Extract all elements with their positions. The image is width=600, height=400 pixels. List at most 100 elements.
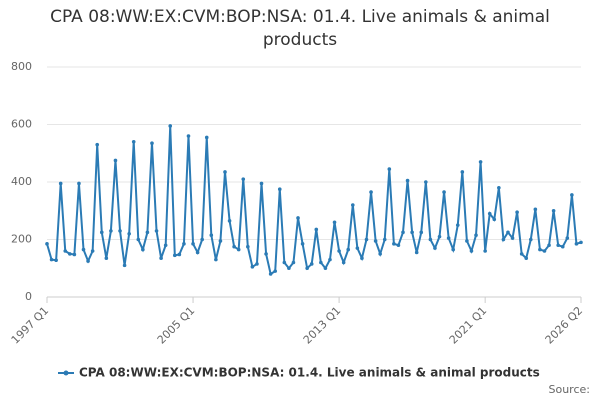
point — [373, 239, 378, 243]
point — [95, 142, 100, 147]
point — [54, 258, 58, 263]
point — [460, 170, 465, 174]
point — [405, 178, 410, 183]
point — [209, 233, 214, 237]
point — [291, 260, 296, 265]
point — [177, 252, 182, 257]
point — [419, 230, 424, 235]
point — [437, 234, 442, 239]
point — [565, 236, 570, 240]
point — [519, 252, 524, 256]
point — [282, 260, 287, 265]
point — [200, 237, 204, 242]
x-tick-label: 2026 Q2 — [543, 304, 586, 347]
y-tick-label: 800 — [11, 60, 32, 73]
point — [542, 249, 547, 253]
point — [424, 180, 428, 184]
chart-title: CPA 08:WW:EX:CVM:BOP:NSA: 01.4. Live ani… — [50, 7, 550, 50]
point — [492, 217, 497, 222]
point — [341, 260, 346, 265]
point — [483, 249, 487, 253]
point — [49, 257, 54, 262]
point — [570, 193, 574, 197]
point — [524, 256, 529, 260]
x-tick-label: 2005 Q1 — [155, 304, 198, 347]
point — [159, 256, 163, 260]
point — [560, 244, 565, 249]
point — [332, 220, 337, 225]
point — [232, 244, 236, 249]
point — [455, 223, 460, 227]
point — [273, 269, 278, 273]
point — [163, 243, 168, 248]
point — [191, 242, 195, 246]
point — [300, 242, 305, 246]
point — [579, 240, 583, 245]
point — [227, 219, 232, 223]
point — [574, 242, 579, 246]
point — [136, 237, 141, 242]
point — [127, 231, 131, 236]
point — [428, 237, 433, 242]
point — [104, 256, 109, 260]
x-tick-label: 1997 Q1 — [9, 304, 52, 347]
point — [172, 253, 177, 258]
point — [236, 247, 241, 252]
source: Source: — [549, 383, 591, 396]
point — [182, 242, 186, 246]
x-tick-label: 2013 Q1 — [301, 304, 344, 347]
point — [113, 158, 118, 163]
point — [141, 247, 145, 252]
point — [81, 247, 86, 252]
point — [547, 243, 551, 248]
point — [528, 237, 533, 242]
point — [118, 229, 122, 233]
point — [99, 230, 104, 235]
point — [246, 244, 250, 249]
point — [150, 141, 154, 145]
x-tick-label: 2021 Q1 — [447, 304, 490, 347]
point — [478, 160, 483, 164]
point — [259, 181, 264, 186]
point — [433, 246, 437, 250]
point — [364, 237, 369, 242]
point — [501, 237, 506, 242]
point — [154, 229, 159, 233]
y-tick-label: 600 — [11, 118, 32, 131]
point — [63, 249, 68, 253]
point — [387, 167, 392, 171]
point — [533, 207, 538, 212]
point — [346, 247, 351, 252]
point — [392, 242, 396, 246]
point — [382, 237, 387, 242]
point — [255, 262, 259, 266]
point — [442, 190, 446, 194]
point — [446, 236, 451, 240]
point — [186, 134, 191, 138]
point — [131, 139, 136, 144]
point — [414, 250, 419, 255]
point — [223, 170, 227, 174]
point — [58, 181, 63, 186]
point — [309, 262, 314, 266]
point — [277, 187, 282, 191]
point — [487, 211, 492, 216]
point — [538, 247, 542, 252]
point — [337, 249, 341, 253]
point — [556, 243, 560, 248]
point — [515, 210, 519, 214]
legend-marker — [63, 370, 69, 376]
legend-label: CPA 08:WW:EX:CVM:BOP:NSA: 01.4. Live ani… — [79, 366, 540, 380]
point — [287, 266, 291, 271]
point — [241, 177, 246, 181]
point — [305, 266, 309, 271]
point — [319, 260, 323, 265]
point — [469, 249, 474, 253]
point — [72, 252, 77, 257]
point — [350, 203, 355, 207]
point — [369, 190, 373, 194]
point — [168, 124, 173, 128]
point — [218, 239, 223, 243]
